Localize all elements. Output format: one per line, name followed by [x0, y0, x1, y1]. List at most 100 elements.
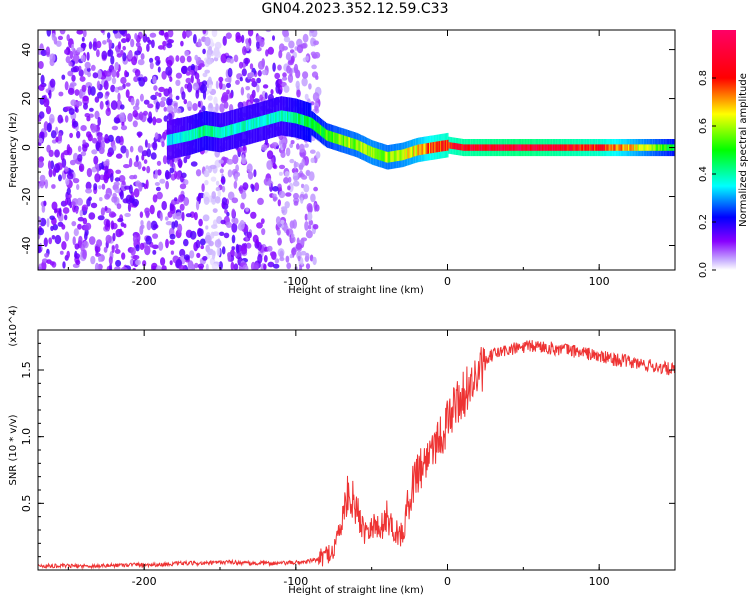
spectrogram-noise-cell: [311, 71, 319, 78]
spectrogram-noise-cell: [71, 201, 76, 206]
spectrogram-ridge-core: [651, 144, 653, 151]
spectrogram-ridge-core: [202, 125, 204, 137]
spectrogram-ridge-core: [182, 131, 184, 143]
spectrogram-ridge-core: [282, 110, 284, 122]
spectrogram-noise-cell: [73, 228, 79, 237]
spectrogram-noise-cell: [40, 261, 47, 270]
spectrogram-ridge-core: [540, 144, 542, 151]
spectrogram-ridge-core: [586, 144, 588, 151]
spectrogram-noise-cell: [217, 190, 222, 198]
spectrogram-noise-cell: [96, 49, 100, 58]
snr-x-tick-label: 0: [444, 575, 451, 588]
spectrogram-ridge-core: [239, 121, 241, 133]
spectrogram-noise-cell: [52, 167, 57, 177]
spectrogram-noise-cell: [133, 174, 138, 180]
spectrogram-ridge-core: [293, 112, 295, 124]
spectrogram-ridge-core: [272, 112, 274, 124]
spectrogram-ridge-core: [533, 144, 535, 151]
spectrogram-ridge-core: [477, 144, 479, 151]
spectrogram-noise-cell: [198, 218, 203, 227]
spectrogram-ridge-core: [478, 144, 480, 151]
spectrogram-noise-cell: [179, 248, 186, 258]
spectrogram-noise-cell: [46, 122, 52, 133]
spectrogram-ridge-core: [180, 131, 182, 143]
spectrogram-noise-cell: [196, 252, 201, 258]
spectrogram-noise-cell: [206, 50, 212, 60]
spectrogram-ridge-core: [658, 144, 660, 151]
spectrogram-ridge-core: [655, 144, 658, 151]
spectrogram-noise-cell: [158, 86, 165, 93]
spectrogram-noise-cell: [152, 116, 157, 126]
spectrogram-noise-cell: [201, 183, 205, 193]
spectrogram-noise-cell: [74, 243, 80, 250]
spectrogram-ridge-core: [336, 133, 339, 145]
spectrogram-noise-cell: [154, 182, 160, 186]
spectrogram-noise-cell: [289, 143, 294, 149]
snr-y-axis-label: SNR (10 * v/v): [8, 414, 19, 485]
spectrogram-ridge-core: [509, 144, 511, 151]
spectrogram-noise-cell: [179, 203, 185, 211]
spectrogram-noise-cell: [272, 163, 277, 169]
spectrogram-noise-cell: [115, 153, 123, 159]
spectrogram-noise-cell: [211, 30, 218, 38]
spectrogram-noise-cell: [232, 154, 239, 165]
snr-x-tick-label: 100: [589, 575, 610, 588]
spectrogram-ridge-core: [602, 144, 604, 151]
spectrogram-ridge-core: [523, 144, 525, 151]
spectrogram-noise-cell: [148, 39, 152, 45]
spectrogram-noise-cell: [223, 101, 229, 109]
spectrogram-noise-cell: [282, 46, 288, 51]
spectrogram-ridge-core: [541, 144, 544, 151]
spectrogram-ridge-core: [367, 144, 369, 156]
spectrogram-noise-cell: [132, 254, 140, 260]
spectrogram-noise-cell: [142, 260, 147, 267]
colorbar-label: Normalized spectral amplitude: [738, 73, 749, 227]
spectrogram-noise-cell: [197, 100, 201, 108]
spectrogram-noise-cell: [202, 256, 208, 261]
spectrogram-ridge-core: [549, 144, 551, 151]
spectrogram-ridge-core: [393, 150, 396, 162]
spectrogram-noise-cell: [97, 69, 102, 80]
spectrogram-noise-cell: [117, 41, 122, 50]
spectrogram-noise-cell: [304, 221, 309, 231]
spectrogram-noise-cell: [219, 80, 223, 90]
spectrogram-noise-cell: [120, 222, 125, 227]
spectrogram-noise-cell: [98, 185, 102, 190]
spectrogram-noise-cell: [204, 36, 211, 47]
spectrogram-ridge-core: [285, 111, 288, 122]
spectrogram-noise-cell: [69, 82, 77, 87]
spectrogram-noise-cell: [235, 35, 243, 43]
spectrogram-noise-cell: [129, 259, 133, 265]
spectrogram-ridge-core: [620, 144, 622, 151]
spectrogram-noise-cell: [214, 41, 222, 50]
spectrogram-noise-cell: [155, 186, 161, 192]
spectrogram-ridge-core: [472, 144, 474, 151]
spectrogram-noise-cell: [205, 225, 209, 230]
spectrogram-noise-cell: [185, 213, 192, 218]
spectrogram-noise-cell: [86, 131, 92, 138]
spectrogram-ridge-core: [198, 127, 200, 138]
spectrogram-noise-cell: [84, 61, 91, 69]
spectrogram-noise-cell: [64, 49, 68, 55]
spectrogram-noise-cell: [133, 76, 139, 83]
spectrogram-ridge-core: [583, 144, 585, 151]
spectrogram-ridge-core: [437, 141, 439, 153]
spectrogram-noise-cell: [290, 236, 296, 243]
spectrogram-noise-cell: [154, 132, 159, 140]
spectrogram-noise-cell: [76, 30, 84, 35]
spectrogram-ridge-core: [294, 112, 296, 124]
spectrogram-noise-cell: [38, 263, 42, 270]
spectrogram-noise-cell: [64, 166, 69, 172]
spectrogram-noise-cell: [111, 77, 117, 85]
spectrogram-noise-cell: [82, 139, 86, 145]
spectrogram-noise-cell: [94, 262, 100, 270]
spectrogram-noise-cell: [256, 40, 260, 49]
spectrogram-noise-cell: [211, 263, 219, 270]
spectrogram-noise-cell: [94, 110, 100, 120]
spectrogram-noise-cell: [104, 193, 110, 200]
spectrogram-ridge-core: [596, 144, 598, 151]
spectrogram-noise-cell: [96, 163, 100, 174]
spectrogram-noise-cell: [221, 197, 227, 206]
spectrogram-noise-cell: [80, 125, 87, 132]
spectrogram-ridge-core: [496, 144, 499, 151]
